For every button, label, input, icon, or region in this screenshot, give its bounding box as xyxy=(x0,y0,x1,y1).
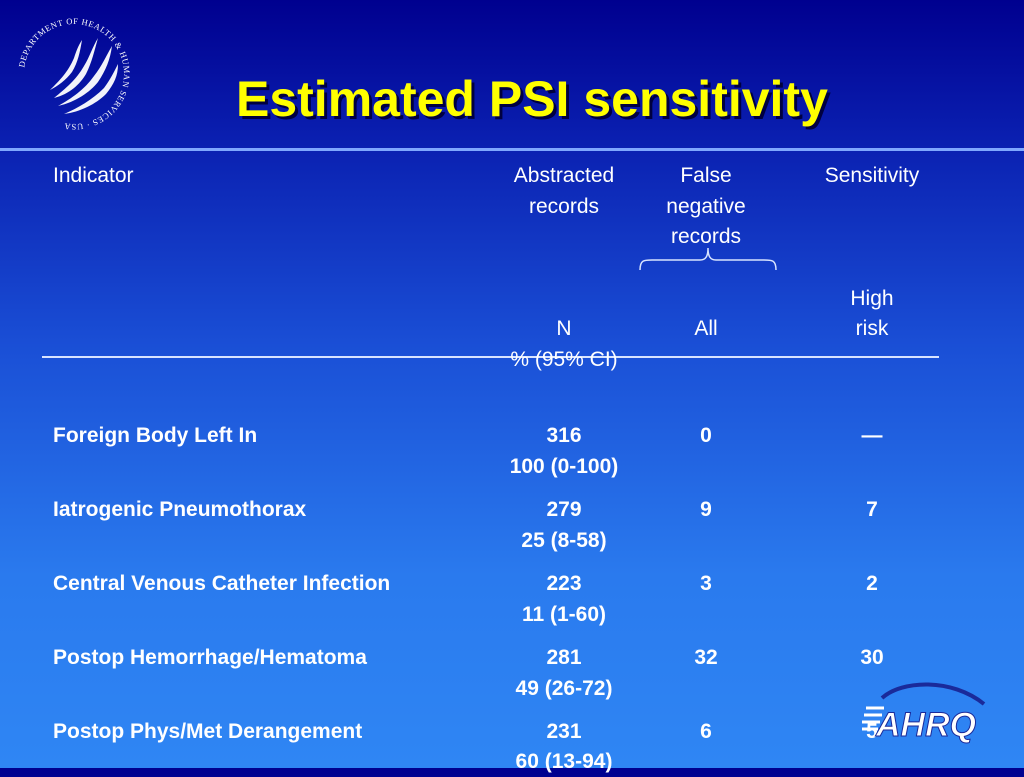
row-high-risk: — xyxy=(861,424,883,447)
subheader-high-line2: risk xyxy=(855,317,889,340)
row-n: 231 xyxy=(546,720,582,743)
row-high-risk: 7 xyxy=(866,498,878,521)
subheader-sensitivity-ci: % (95% CI) xyxy=(510,348,618,371)
row-sensitivity: 60 (13-94) xyxy=(515,750,613,773)
svg-text:AHRQ: AHRQ xyxy=(875,706,976,744)
row-indicator: Postop Hemorrhage/Hematoma xyxy=(53,646,367,669)
header-abstracted-line1: Abstracted xyxy=(513,164,615,187)
row-high-risk: 30 xyxy=(860,646,884,669)
grouping-brace-icon xyxy=(639,247,777,271)
row-all: 32 xyxy=(694,646,718,669)
slide-title: Estimated PSI sensitivity xyxy=(236,71,828,127)
row-indicator: Foreign Body Left In xyxy=(53,424,258,447)
row-indicator: Iatrogenic Pneumothorax xyxy=(53,498,307,521)
header-false-negative-line2: negative xyxy=(666,195,746,218)
row-sensitivity: 49 (26-72) xyxy=(515,677,613,700)
title-divider xyxy=(0,148,1024,151)
header-rule xyxy=(42,356,939,358)
header-false-negative-line1: False xyxy=(680,164,732,187)
row-indicator: Central Venous Catheter Infection xyxy=(53,572,391,595)
row-n: 316 xyxy=(546,424,582,447)
row-all: 6 xyxy=(700,720,712,743)
row-all: 9 xyxy=(700,498,712,521)
row-n: 281 xyxy=(546,646,582,669)
row-all: 3 xyxy=(700,572,712,595)
subheader-n: N xyxy=(556,317,572,340)
header-abstracted-line2: records xyxy=(528,195,600,218)
header-indicator: Indicator xyxy=(53,164,134,187)
row-n: 223 xyxy=(546,572,582,595)
row-all: 0 xyxy=(700,424,712,447)
subheader-high-line1: High xyxy=(850,287,894,310)
header-sensitivity: Sensitivity xyxy=(824,164,920,187)
hhs-seal-logo-icon: DEPARTMENT OF HEALTH & HUMAN SERVICES · … xyxy=(16,16,131,132)
row-indicator: Postop Phys/Met Derangement xyxy=(53,720,363,743)
ahrq-logo-icon: AHRQ xyxy=(862,682,986,744)
header-false-negative-line3: records xyxy=(670,225,742,248)
row-high-risk: 2 xyxy=(866,572,878,595)
subheader-all: All xyxy=(694,317,718,340)
row-sensitivity: 100 (0-100) xyxy=(509,455,619,478)
row-sensitivity: 11 (1-60) xyxy=(521,603,607,626)
row-sensitivity: 25 (8-58) xyxy=(521,529,607,552)
row-n: 279 xyxy=(546,498,582,521)
row-high-risk: 5 xyxy=(866,720,878,743)
